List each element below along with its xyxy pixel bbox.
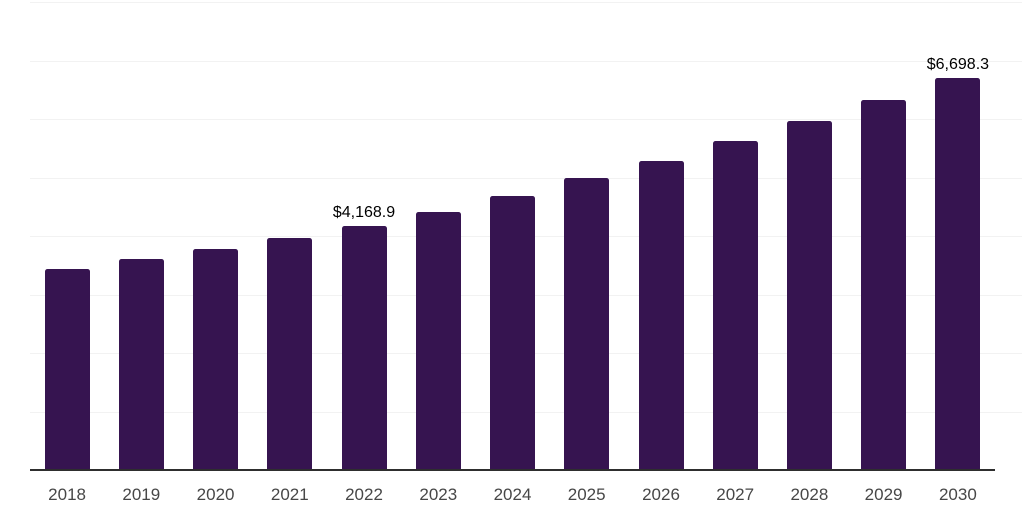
x-tick-2022: 2022	[345, 485, 383, 504]
x-tick-2025: 2025	[567, 485, 606, 504]
x-tick-2023: 2023	[419, 485, 458, 504]
gridline-7000	[30, 60, 1022, 62]
bar-2023	[415, 212, 461, 470]
value-label-2022: $4,168.9	[332, 204, 396, 222]
bar-2027	[712, 140, 758, 470]
gridline-8000	[30, 2, 1022, 3]
bar-2025	[564, 177, 610, 470]
bar-2019	[118, 259, 164, 470]
x-tick-2027: 2027	[716, 485, 755, 504]
x-tick-2028: 2028	[790, 485, 829, 504]
bar-2021	[267, 237, 313, 470]
x-tick-2024: 2024	[493, 485, 532, 504]
x-axis-line	[30, 469, 995, 471]
bar-2030	[935, 78, 981, 470]
x-tick-2026: 2026	[642, 485, 680, 504]
bar-2020	[193, 248, 239, 470]
x-tick-2019: 2019	[122, 485, 161, 504]
value-label-2030: $6,698.3	[926, 56, 990, 74]
bar-2026	[638, 160, 684, 470]
bar-2018	[44, 268, 90, 470]
bar-2024	[490, 196, 535, 470]
x-tick-2020: 2020	[196, 485, 235, 504]
x-tick-2029: 2029	[864, 485, 903, 504]
x-tick-2018: 2018	[48, 485, 87, 504]
bar-2028	[786, 121, 832, 470]
bar-2022	[341, 226, 387, 470]
x-tick-2030: 2030	[938, 485, 977, 504]
x-tick-2021: 2021	[270, 485, 309, 504]
bar-2029	[861, 99, 907, 470]
